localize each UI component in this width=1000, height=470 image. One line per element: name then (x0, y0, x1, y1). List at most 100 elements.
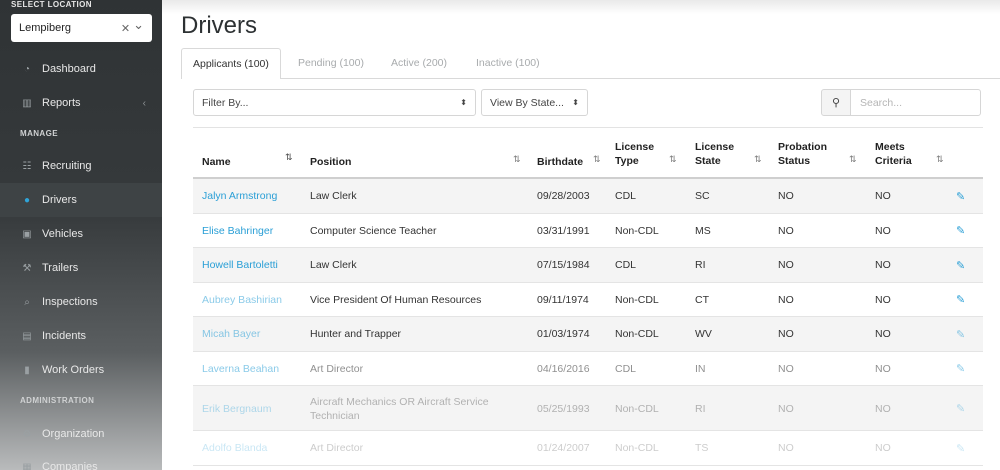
tab-pending[interactable]: Pending (100) (298, 57, 364, 69)
col-license-state-line1: License (695, 141, 735, 153)
license-type-cell: Non-CDL (615, 224, 659, 237)
sidebar-item-vehicles[interactable]: ▣ Vehicles (0, 217, 162, 251)
meets-criteria-cell: NO (875, 190, 891, 203)
edit-icon[interactable]: ✎ (956, 363, 966, 376)
edit-icon[interactable]: ✎ (956, 190, 966, 203)
license-type-cell: Non-CDL (615, 442, 659, 455)
probation-cell: NO (778, 362, 794, 375)
sidebar-item-work-orders[interactable]: ▮ Work Orders (0, 353, 162, 387)
col-name[interactable]: Name (202, 156, 231, 168)
position-cell: Vice President Of Human Resources (310, 293, 482, 306)
license-type-cell: CDL (615, 362, 637, 375)
license-state-cell: TS (695, 442, 709, 455)
file-icon: ▮ (24, 364, 30, 376)
bar-chart-icon: ▥ (22, 97, 32, 109)
sidebar-item-drivers[interactable]: ● Drivers (0, 183, 162, 217)
col-license-type[interactable]: License Type (615, 140, 654, 168)
table-row: Erik Bergnaum Aircraft Mechanics OR Airc… (193, 386, 983, 431)
license-type-cell: CDL (615, 259, 637, 272)
chevron-left-icon: ‹ (142, 97, 146, 109)
sidebar-item-organization[interactable]: ⚙ Organization (0, 417, 162, 451)
table-row: Jalyn Armstrong Law Clerk 09/28/2003 CDL… (193, 179, 983, 214)
col-position[interactable]: Position (310, 156, 352, 168)
col-birthdate[interactable]: Birthdate (537, 156, 584, 168)
birthdate-cell: 01/03/1974 (537, 328, 590, 341)
sort-icon[interactable]: ⇅ (936, 154, 943, 164)
table-row: Howell Bartoletti Law Clerk 07/15/1984 C… (193, 248, 983, 283)
sort-icon[interactable]: ⇅ (593, 154, 600, 164)
table-row: Micah Bayer Hunter and Trapper 01/03/197… (193, 317, 983, 352)
sidebar-item-reports[interactable]: ▥ Reports ‹ (0, 86, 162, 120)
wrench-icon: ⚒ (22, 262, 32, 274)
applicants-panel: Filter By... ⬍ View By State... ⬍ ⚲ Name… (181, 79, 1000, 470)
sidebar-item-incidents[interactable]: ▤ Incidents (0, 319, 162, 353)
position-cell: Art Director (310, 362, 364, 375)
license-state-cell: SC (695, 190, 710, 203)
table-row: Aubrey Bashirian Vice President Of Human… (193, 283, 983, 317)
incident-icon: ▤ (22, 330, 32, 342)
sort-icon[interactable]: ⇅ (669, 154, 676, 164)
probation-cell: NO (778, 442, 794, 455)
driver-name-link[interactable]: Adolfo Blanda (202, 442, 268, 455)
sort-icon[interactable]: ⇅ (285, 152, 292, 162)
tab-applicants[interactable]: Applicants (100) (181, 48, 281, 80)
meets-criteria-cell: NO (875, 442, 891, 455)
sidebar-item-dashboard[interactable]: ◔ Dashboard (0, 52, 162, 86)
driver-name-link[interactable]: Jalyn Armstrong (202, 190, 278, 203)
tab-active[interactable]: Active (200) (391, 57, 448, 69)
col-license-state[interactable]: License State (695, 140, 734, 168)
clear-icon[interactable]: ✕ (120, 22, 131, 35)
filter-by-select[interactable]: Filter By... ⬍ (193, 89, 476, 116)
view-by-state-select[interactable]: View By State... ⬍ (481, 89, 588, 116)
page-title: Drivers (181, 12, 257, 39)
birthdate-cell: 07/15/1984 (537, 259, 590, 272)
meets-criteria-cell: NO (875, 293, 891, 306)
edit-icon[interactable]: ✎ (956, 403, 966, 415)
filter-by-label: Filter By... (202, 96, 249, 109)
location-select[interactable]: Lempiberg ✕ ⌄ (11, 14, 152, 42)
sidebar-item-trailers[interactable]: ⚒ Trailers (0, 251, 162, 285)
search-icon: ⚲ (831, 97, 841, 109)
cogs-icon: ⚙ (22, 428, 32, 440)
driver-name-link[interactable]: Micah Bayer (202, 328, 261, 341)
col-meets-criteria[interactable]: Meets Criteria (875, 140, 912, 168)
position-cell: Computer Science Teacher (310, 224, 437, 237)
sort-icon[interactable]: ⇅ (849, 154, 856, 164)
license-state-cell: MS (695, 224, 711, 237)
driver-name-link[interactable]: Erik Bergnaum (202, 402, 272, 415)
tab-inactive[interactable]: Inactive (100) (476, 57, 540, 69)
sidebar-item-label: Incidents (42, 330, 87, 342)
sort-icon[interactable]: ⇅ (513, 154, 520, 164)
position-cell: Art Director (310, 442, 364, 455)
birthdate-cell: 01/24/2007 (537, 442, 590, 455)
sidebar-item-recruiting[interactable]: ☷ Recruiting (0, 149, 162, 183)
search-button[interactable]: ⚲ (821, 89, 851, 116)
edit-icon[interactable]: ✎ (956, 259, 966, 272)
edit-icon[interactable]: ✎ (956, 328, 966, 341)
table-header: Name ⇅ Position ⇅ Birthdate ⇅ License Ty… (193, 127, 983, 179)
sidebar-item-label: Work Orders (42, 364, 105, 376)
probation-cell: NO (778, 224, 794, 237)
table-row: Laverna Beahan Art Director 04/16/2016 C… (193, 352, 983, 386)
driver-name-link[interactable]: Laverna Beahan (202, 362, 280, 375)
birthdate-cell: 05/25/1993 (537, 402, 590, 415)
meets-criteria-cell: NO (875, 259, 891, 272)
chevron-down-icon[interactable]: ⌄ (133, 17, 144, 32)
driver-name-link[interactable]: Aubrey Bashirian (202, 293, 282, 306)
truck-icon: ▣ (22, 228, 32, 240)
building-icon: ▦ (22, 461, 32, 470)
position-cell: Hunter and Trapper (310, 328, 402, 341)
edit-icon[interactable]: ✎ (956, 442, 966, 455)
position-cell: Law Clerk (310, 190, 357, 203)
col-probation-status[interactable]: Probation Status (778, 140, 827, 168)
sidebar-item-inspections[interactable]: ⌕ Inspections (0, 285, 162, 319)
birthdate-cell: 04/16/2016 (537, 362, 590, 375)
sidebar-item-companies[interactable]: ▦ Companies (0, 450, 162, 470)
sort-icon[interactable]: ⇅ (754, 154, 761, 164)
driver-name-link[interactable]: Elise Bahringer (202, 224, 274, 237)
edit-icon[interactable]: ✎ (956, 294, 966, 307)
edit-icon[interactable]: ✎ (956, 225, 966, 238)
driver-name-link[interactable]: Howell Bartoletti (202, 259, 278, 272)
search-input[interactable] (850, 89, 981, 116)
license-type-cell: Non-CDL (615, 328, 659, 341)
